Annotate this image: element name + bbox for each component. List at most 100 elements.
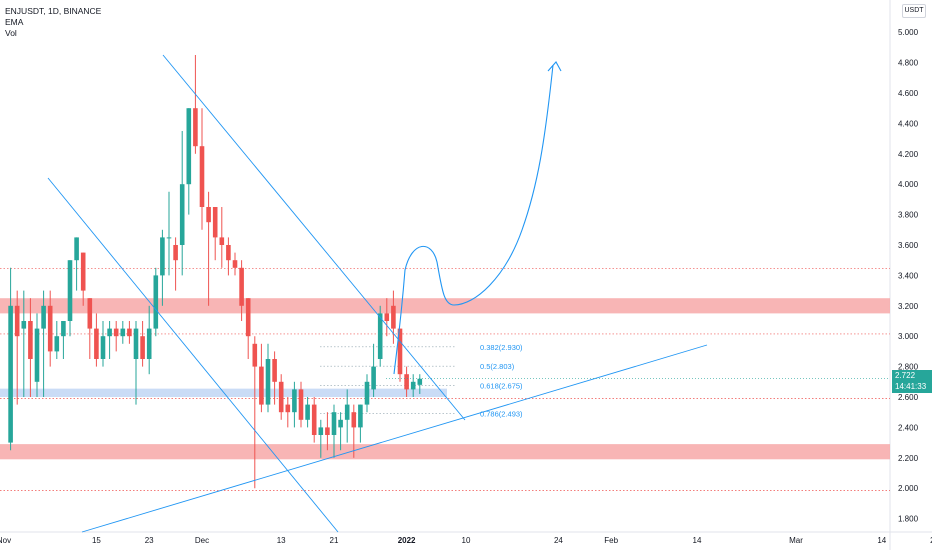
candle-body [311,404,317,435]
time-axis-ticks: Nov 15 23 Dec 13 21 2022 10 24 Feb 14 Mar 14 22 [0,536,932,545]
candle-body [417,378,423,385]
time-tick-label: 14 [877,536,886,545]
last-price-tag: 2.722 14:41:33 [892,370,932,393]
symbol-title[interactable]: ENJUSDT, 1D, BINANCE [5,6,102,16]
candle-body [61,321,66,337]
candle-body [226,245,231,261]
candle-body [285,404,291,413]
candle-body [179,184,185,245]
candle-body [245,298,251,337]
price-tick-label: 3.600 [898,241,919,250]
candle-body [74,237,79,261]
candle-body [410,381,416,390]
price-tick-label: 2.200 [898,454,919,463]
price-tick-label: 2.400 [898,423,919,432]
price-tick-label: 3.000 [898,332,919,341]
price-tick-label: 4.200 [898,150,919,159]
candle-body [278,381,284,413]
candle-body [298,389,304,420]
candle-body [133,328,139,359]
price-tick-label: 5.000 [898,28,919,37]
candle-body [146,328,152,359]
candle-body [364,381,370,405]
candle-body [120,328,126,337]
candle-body [371,366,376,390]
candle-body [331,412,337,435]
candle-body [318,427,324,435]
price-tick-label: 4.400 [898,119,919,128]
bar-countdown: 14:41:33 [895,382,927,391]
currency-unit-button[interactable]: USDT [902,4,926,18]
time-tick-label: 13 [277,536,286,545]
price-tick-label: 4.000 [898,180,919,189]
candle-body [21,321,27,329]
candle-body [94,328,99,359]
candle-body [193,108,198,147]
candle-body [377,313,383,359]
candle-body [153,275,159,329]
candle-body [87,298,93,329]
candle-body [252,343,258,367]
time-tick-label: 22 [930,536,932,545]
candle-body [199,146,205,207]
fib-level-label: 0.618(2.675) [480,382,523,391]
candle-body [265,359,271,405]
candle-body [232,260,238,268]
candle-body [173,245,178,261]
ema-indicator-label[interactable]: EMA [5,17,24,27]
fib-level-label: 0.5(2.803) [480,362,515,371]
candle-body [28,321,33,359]
fib-level-label: 0.786(2.493) [480,409,523,418]
price-tick-label: 4.600 [898,89,919,98]
descending-resistance-trendline [162,54,466,421]
candle-body [292,389,297,413]
candle-body [272,359,277,382]
candle-body [397,328,403,375]
time-tick-label: Feb [604,536,618,545]
candle-body [344,404,350,420]
candle-body [212,207,218,238]
price-tick-label: 3.200 [898,302,919,311]
candle-body [351,412,357,428]
candle-body [404,374,409,390]
candle-body [80,252,86,291]
candle-body [186,108,192,185]
time-tick-label: 15 [92,536,101,545]
candle-body [54,336,60,352]
time-tick-label: 23 [145,536,154,545]
price-tick-label: 1.800 [898,515,919,524]
candle-body [160,237,165,276]
candle-body [358,404,363,428]
candle-body [140,336,145,359]
candle-body [41,305,46,329]
candle-body [113,328,119,337]
fib-level-label: 0.382(2.930) [480,343,523,352]
lower-support-zone [0,444,890,460]
candle-body [325,427,330,435]
time-tick-label: 21 [330,536,339,545]
candle-body [305,404,310,420]
volume-indicator-label[interactable]: Vol [5,28,17,38]
time-tick-label: Dec [195,536,209,545]
resistance-zone [0,298,890,314]
time-tick-label: 24 [554,536,563,545]
candle-body [219,237,225,245]
projection-arrowhead [547,61,562,72]
candle-body [34,328,40,382]
candle-body [338,419,343,428]
legend: ENJUSDT, 1D, BINANCE EMA Vol [5,6,101,39]
candle-body [67,260,73,321]
descending-support-trendline [47,177,339,533]
candle-body [127,328,132,337]
time-tick-label: 10 [462,536,471,545]
time-tick-label: Nov [0,536,11,545]
price-axis-ticks: 5.000 4.800 4.600 4.400 4.200 4.000 3.800 3.600… [898,28,919,523]
price-tick-label: 2.600 [898,393,919,402]
price-tick-label: 3.800 [898,211,919,220]
candle-body [259,366,264,405]
time-tick-label: 2022 [398,536,416,545]
candle-body [239,267,244,306]
time-tick-label: 14 [693,536,702,545]
